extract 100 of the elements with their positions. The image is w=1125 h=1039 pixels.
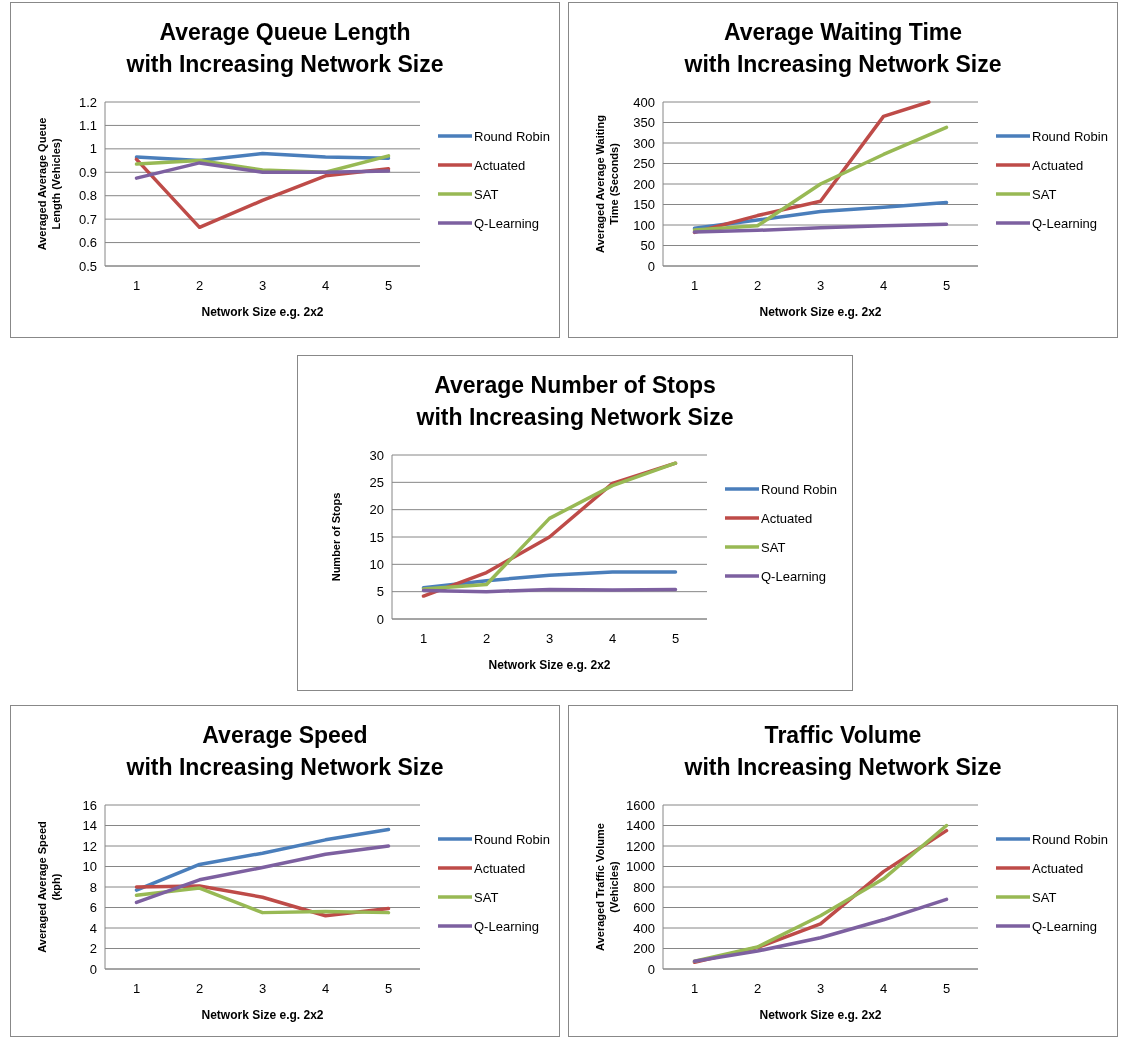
x-tick-label: 2: [753, 981, 762, 996]
legend-label: SAT: [1032, 889, 1057, 905]
y-tick-label: 25: [369, 474, 384, 490]
y-tick-label: 200: [633, 176, 655, 192]
x-tick-label: 3: [258, 278, 267, 293]
x-tick-label: 5: [942, 278, 951, 293]
legend-label: SAT: [1032, 186, 1057, 202]
y-tick-label: 0: [647, 961, 655, 977]
y-tick-label: 1200: [626, 838, 655, 854]
line-series: [134, 161, 391, 180]
x-tick-label: 1: [419, 631, 428, 646]
y-tick-label: 5: [376, 584, 384, 600]
x-tick-label: 2: [195, 278, 204, 293]
y-tick-label: 0.8: [78, 188, 97, 204]
y-tick-label: 1400: [626, 818, 655, 834]
x-tick-label: 4: [608, 631, 617, 646]
line-series: [692, 222, 949, 234]
x-tick-label: 4: [879, 278, 888, 293]
legend-label: Q-Learning: [1032, 215, 1098, 231]
chart-title: Average Speed: [202, 722, 368, 748]
legend-label: Round Robin: [1032, 128, 1108, 144]
legend-label: Actuated: [761, 510, 813, 526]
legend-label: Q-Learning: [474, 918, 540, 934]
y-tick-label: 0: [89, 961, 97, 977]
x-tick-label: 4: [321, 981, 330, 996]
x-axis-title: Network Size e.g. 2x2: [759, 305, 882, 319]
y-tick-label: 0.7: [78, 211, 97, 227]
legend-label: SAT: [474, 186, 499, 202]
y-tick-label: 6: [89, 900, 97, 916]
y-tick-label: 0: [376, 611, 384, 627]
legend-label: Actuated: [474, 860, 526, 876]
legend-label: SAT: [761, 539, 786, 555]
y-tick-label: 4: [89, 920, 97, 936]
x-tick-label: 3: [816, 278, 825, 293]
legend-label: Actuated: [1032, 157, 1084, 173]
y-tick-label: 1: [89, 141, 97, 157]
chart-subtitle: with Increasing Network Size: [125, 754, 444, 780]
chart-title: Average Queue Length: [159, 19, 411, 45]
y-tick-label: 2: [89, 941, 97, 957]
x-tick-label: 2: [482, 631, 491, 646]
y-tick-label: 0: [647, 258, 655, 274]
y-tick-label: 200: [633, 941, 655, 957]
chart-subtitle: with Increasing Network Size: [683, 754, 1002, 780]
chart-subtitle: with Increasing Network Size: [683, 51, 1002, 77]
y-tick-label: 1.2: [78, 94, 97, 110]
y-axis-title: Number of Stops: [330, 492, 342, 582]
y-axis-title: Averaged Average Waiting Time (Seconds): [594, 115, 620, 253]
y-axis-title: Averaged Average Queue Length (Vehicles): [36, 117, 62, 251]
x-tick-label: 1: [690, 981, 699, 996]
y-tick-label: 15: [369, 529, 384, 545]
legend-label: Q-Learning: [474, 215, 540, 231]
y-tick-label: 8: [89, 879, 97, 895]
x-axis-title: Network Size e.g. 2x2: [201, 1008, 324, 1022]
x-tick-label: 3: [258, 981, 267, 996]
x-tick-label: 5: [671, 631, 680, 646]
legend-label: SAT: [474, 889, 499, 905]
x-tick-label: 5: [942, 981, 951, 996]
y-tick-label: 10: [369, 556, 384, 572]
y-tick-label: 0.9: [78, 164, 97, 180]
line-series: [692, 125, 949, 232]
y-tick-label: 800: [633, 879, 655, 895]
line-series: [134, 844, 391, 905]
y-tick-label: 12: [82, 838, 97, 854]
x-tick-label: 3: [545, 631, 554, 646]
y-tick-label: 400: [633, 94, 655, 110]
legend-label: Q-Learning: [1032, 918, 1098, 934]
y-tick-label: 250: [633, 156, 655, 172]
y-tick-label: 100: [633, 217, 655, 233]
x-tick-label: 1: [690, 278, 699, 293]
y-tick-label: 20: [369, 502, 384, 518]
y-tick-label: 300: [633, 135, 655, 151]
x-axis-title: Network Size e.g. 2x2: [759, 1008, 882, 1022]
y-tick-label: 10: [82, 859, 97, 875]
y-tick-label: 0.6: [78, 235, 97, 251]
chart-subtitle: with Increasing Network Size: [125, 51, 444, 77]
y-tick-label: 30: [369, 447, 384, 463]
line-series: [692, 897, 949, 964]
legend-label: Q-Learning: [761, 568, 827, 584]
x-tick-label: 2: [753, 278, 762, 293]
x-axis-title: Network Size e.g. 2x2: [488, 658, 611, 672]
chart-title: Average Waiting Time: [723, 19, 963, 45]
x-tick-label: 4: [321, 278, 330, 293]
chart-title: Average Number of Stops: [434, 372, 716, 398]
y-tick-label: 350: [633, 115, 655, 131]
legend-label: Actuated: [1032, 860, 1084, 876]
x-tick-label: 3: [816, 981, 825, 996]
y-axis-title: Averaged Traffic Volume (Vehicles): [594, 823, 620, 951]
y-tick-label: 1.1: [78, 117, 97, 133]
line-series: [134, 827, 391, 892]
x-tick-label: 2: [195, 981, 204, 996]
y-axis-title: Averaged Average Speed (kph): [36, 821, 62, 953]
x-tick-label: 1: [132, 278, 141, 293]
chart-title: Traffic Volume: [764, 722, 922, 748]
y-tick-label: 400: [633, 920, 655, 936]
chart-subtitle: with Increasing Network Size: [415, 404, 734, 430]
y-tick-label: 0.5: [78, 258, 97, 274]
y-tick-label: 150: [633, 197, 655, 213]
y-tick-label: 50: [640, 238, 655, 254]
y-tick-label: 16: [82, 797, 97, 813]
y-tick-label: 1000: [626, 859, 655, 875]
